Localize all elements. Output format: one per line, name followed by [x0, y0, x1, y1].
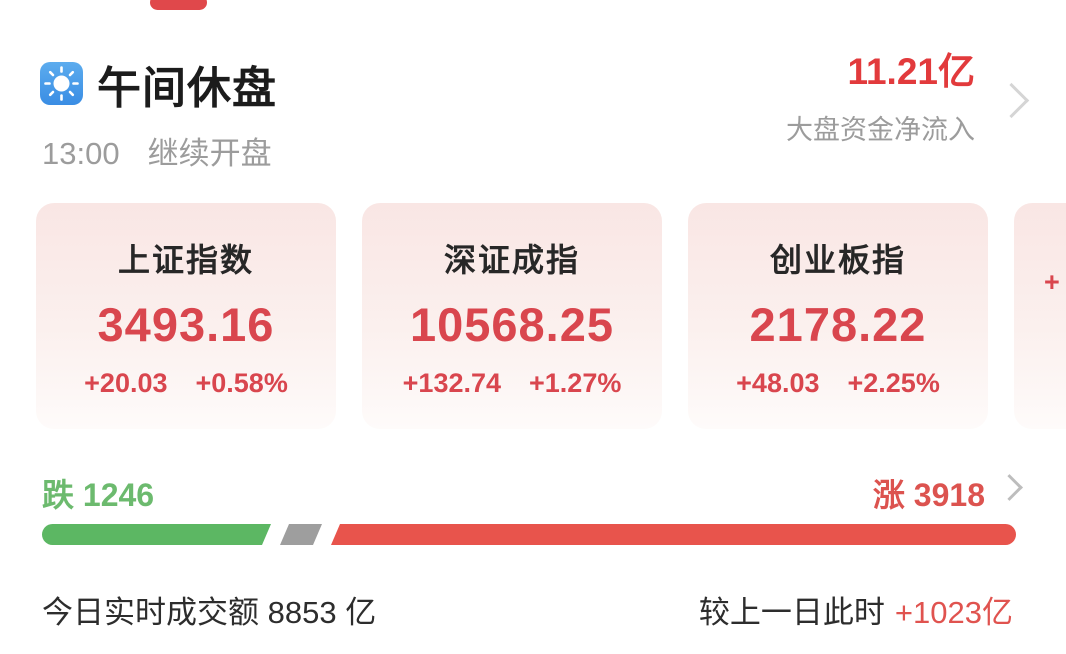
index-change-pct: +0.58% — [195, 368, 288, 398]
index-name: 上证指数 — [117, 242, 254, 278]
index-change: +132.74 — [402, 368, 502, 398]
sun-icon — [40, 62, 83, 105]
index-value: 3493.16 — [97, 298, 275, 351]
index-change-row: +48.03 +2.25% — [736, 368, 940, 399]
top-red-badge — [150, 0, 207, 10]
index-change: + — [1044, 267, 1060, 297]
inflow-value: 11.21亿 — [847, 51, 975, 92]
session-time: 13:00 — [42, 136, 120, 171]
compare-label: 较上一日此时 — [698, 595, 885, 630]
compare-value: +1023亿 — [894, 595, 1013, 630]
index-change: +48.03 — [736, 368, 820, 398]
breadth-bar-down — [42, 524, 271, 545]
market-inflow-block[interactable]: 11.21亿 大盘资金净流入 — [786, 52, 975, 147]
breadth-bar-up — [331, 524, 1016, 545]
index-change-row: +20.03 +0.58% — [84, 368, 288, 399]
index-card-shanghai[interactable]: 上证指数 3493.16 +20.03 +0.58% — [36, 203, 336, 429]
index-change-pct: +2.25% — [847, 368, 940, 398]
breadth-bar — [42, 524, 1016, 545]
index-name: 深证成指 — [443, 242, 580, 278]
page-title: 午间休盘 — [97, 64, 277, 113]
index-change-row: + — [1014, 267, 1066, 298]
inflow-label: 大盘资金净流入 — [786, 115, 975, 145]
index-change-row: +132.74 +1.27% — [403, 368, 622, 399]
index-change: +20.03 — [84, 368, 168, 398]
chevron-right-icon[interactable] — [993, 82, 1030, 119]
chevron-right-icon[interactable] — [996, 474, 1023, 501]
index-change-pct: +1.27% — [529, 368, 622, 398]
breadth-bar-flat — [280, 524, 322, 545]
advancers-count[interactable]: 涨 3918 — [872, 477, 985, 513]
index-value: 10568.25 — [409, 298, 615, 351]
decliners-count: 跌 1246 — [42, 477, 155, 513]
index-card-shenzhen[interactable]: 深证成指 10568.25 +132.74 +1.27% — [362, 203, 662, 429]
session-time-row: 13:00 继续开盘 — [42, 128, 272, 173]
index-name: 创业板指 — [769, 242, 906, 278]
index-card-partial[interactable]: + — [1014, 203, 1066, 429]
compare-row: 较上一日此时 +1023亿 — [699, 587, 1013, 632]
index-value: 2178.22 — [749, 298, 927, 351]
index-card-chinext[interactable]: 创业板指 2178.22 +48.03 +2.25% — [688, 203, 988, 429]
session-status: 继续开盘 — [147, 136, 272, 171]
turnover-text: 今日实时成交额 8853 亿 — [42, 595, 377, 630]
